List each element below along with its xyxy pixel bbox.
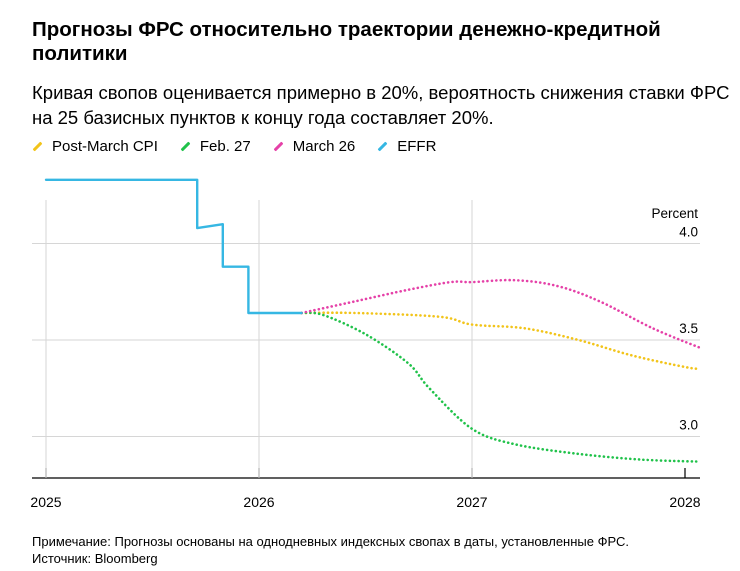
legend-label-effr: EFFR <box>397 137 437 155</box>
chart-subtitle: Кривая свопов оценивается примерно в 20%… <box>32 82 730 128</box>
series-line-effr <box>44 178 303 315</box>
legend-swatch-feb-27 <box>180 141 191 151</box>
legend-item-march-26: March 26 <box>273 137 356 155</box>
legend-swatch-march-26 <box>273 141 284 151</box>
legend-swatch-effr <box>377 141 388 151</box>
line-chart: 4.0 3.5 3.0 Percent 2025 2026 2027 2028 <box>30 178 702 510</box>
chart-legend: Post-March CPI Feb. 27 March 26 EFFR <box>32 136 458 156</box>
legend-label-march-26: March 26 <box>292 137 356 155</box>
y-tick-label-3.5: 3.5 <box>679 321 698 336</box>
x-tick-label-2027: 2027 <box>456 494 487 510</box>
y-tick-label-3.0: 3.0 <box>679 418 698 433</box>
chart-title: Прогнозы ФРС относительно траектории ден… <box>32 18 661 65</box>
y-tick-label-4.0: 4.0 <box>679 225 698 240</box>
series-line-march-26 <box>300 278 702 349</box>
legend-item-feb-27: Feb. 27 <box>180 138 251 155</box>
x-tick-label-2025: 2025 <box>30 494 61 510</box>
series-line-post-march-cpi <box>300 311 702 371</box>
legend-swatch-post-march-cpi <box>32 141 43 151</box>
legend-label-feb-27: Feb. 27 <box>199 137 251 155</box>
legend-label-post-march-cpi: Post-March CPI <box>52 137 158 155</box>
legend-item-effr: EFFR <box>377 138 436 155</box>
chart-note: Примечание: Прогнозы основаны на однодне… <box>32 534 630 549</box>
y-axis-unit-label: Percent <box>651 206 698 221</box>
chart-source: Источник: Bloomberg <box>32 551 158 566</box>
x-tick-label-2028: 2028 <box>669 494 700 510</box>
legend-item-post-march-cpi: Post-March CPI <box>32 138 158 155</box>
series-line-feb-27 <box>300 311 702 463</box>
x-tick-label-2026: 2026 <box>243 494 274 510</box>
